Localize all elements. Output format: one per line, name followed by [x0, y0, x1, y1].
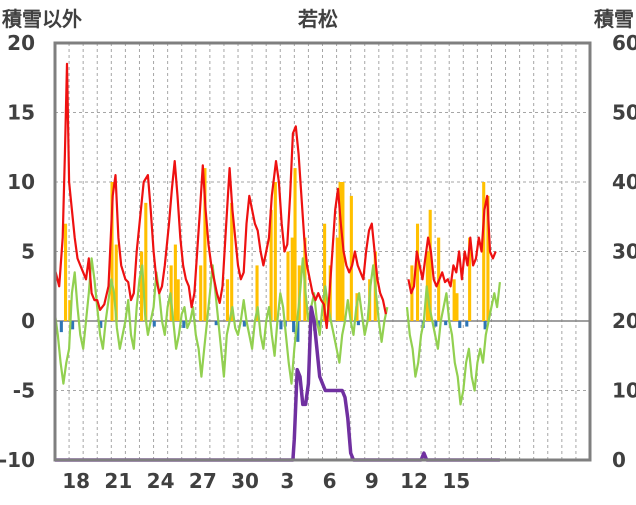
grid: [55, 43, 590, 460]
snowfall-bar: [338, 182, 342, 321]
y-left-tick-label: 5: [21, 240, 35, 264]
snowfall-bar: [110, 182, 114, 321]
precip-bar: [242, 321, 246, 327]
plot-frame: [53, 41, 592, 462]
snowfall-bar: [269, 209, 273, 321]
precip-bar: [71, 321, 75, 330]
precip-bar: [99, 321, 103, 328]
snowfall-bar: [286, 251, 290, 321]
y-right-tick-label: 10: [612, 379, 636, 403]
x-tick-label: 18: [62, 469, 90, 493]
snowfall-bar: [68, 300, 72, 321]
snowfall-bar: [486, 195, 490, 321]
x-tick-label: 12: [400, 469, 428, 493]
y-right-tick-label: 0: [612, 448, 626, 472]
min_temp-line: [53, 257, 389, 385]
precip-bar: [292, 321, 296, 333]
max_temp-line: [53, 62, 387, 330]
snowfall-bar: [482, 182, 486, 321]
precip-bar: [434, 321, 438, 327]
x-tick-label: 27: [189, 469, 217, 493]
x-tick-label: 3: [280, 469, 294, 493]
precip-bar: [279, 321, 283, 330]
plot-border: [53, 41, 592, 462]
snowfall-bar: [230, 202, 234, 321]
y-left-tick-label: -5: [13, 379, 35, 403]
y-right-tick-label: 60: [612, 31, 636, 55]
snowfall-bar: [114, 244, 118, 321]
precip-bar: [59, 321, 63, 333]
snowfall-bar: [225, 279, 230, 321]
precip-bar: [483, 321, 487, 330]
precip-bar: [444, 321, 448, 326]
snowfall-bar: [273, 182, 277, 321]
snowfall-bar: [64, 223, 68, 321]
snowfall-bar: [290, 237, 294, 321]
snowfall-bar: [176, 279, 180, 321]
x-tick-label: 30: [231, 469, 259, 493]
precip-bar: [356, 321, 360, 326]
y-left-axis-title: 積雪以外: [2, 7, 82, 31]
y-right-tick-label: 20: [612, 309, 636, 333]
snowfall-bar: [323, 223, 327, 321]
y-right-tick-label: 30: [612, 240, 636, 264]
precip-bar: [214, 321, 218, 326]
snowfall-bar: [173, 244, 177, 321]
snowfall-bar: [452, 279, 456, 321]
precip-bar: [182, 321, 186, 328]
snowfall-bar: [203, 168, 207, 321]
snowfall-bar: [199, 265, 203, 321]
x-tick-label: 21: [104, 469, 132, 493]
precip-bar: [458, 321, 462, 328]
snowfall-bar: [293, 168, 297, 321]
precip-bar: [296, 321, 300, 342]
y-left-tick-label: 15: [7, 101, 35, 125]
snowfall-bar: [428, 209, 432, 321]
y-left-tick-label: -10: [0, 448, 35, 472]
x-tick-label: 15: [442, 469, 470, 493]
y-left-tick-label: 10: [7, 170, 35, 194]
x-tick-label: 6: [323, 469, 337, 493]
y-right-tick-label: 40: [612, 170, 636, 194]
chart-title: 若松: [297, 7, 338, 31]
snowfall-bar: [255, 265, 259, 321]
snowfall-bar: [468, 237, 472, 321]
snowfall-bar: [144, 202, 148, 321]
snowfall-bar: [415, 223, 420, 321]
snowfall-bar: [349, 195, 353, 321]
y-right-tick-label: 50: [612, 101, 636, 125]
snowfall-bar: [140, 251, 144, 321]
y-left-tick-label: 20: [7, 31, 35, 55]
y-right-axis-title: 積雪: [594, 7, 634, 31]
precip-bar: [317, 321, 321, 328]
x-tick-label: 9: [365, 469, 379, 493]
y-left-tick-label: 0: [21, 309, 35, 333]
min_temp-line: [405, 281, 501, 406]
x-tick-label: 24: [147, 469, 175, 493]
snowfall-bar: [455, 293, 459, 321]
max_temp-line: [407, 194, 497, 295]
snowfall-bar: [335, 237, 339, 321]
precip-bar: [152, 321, 156, 327]
precip-bar: [465, 321, 469, 327]
